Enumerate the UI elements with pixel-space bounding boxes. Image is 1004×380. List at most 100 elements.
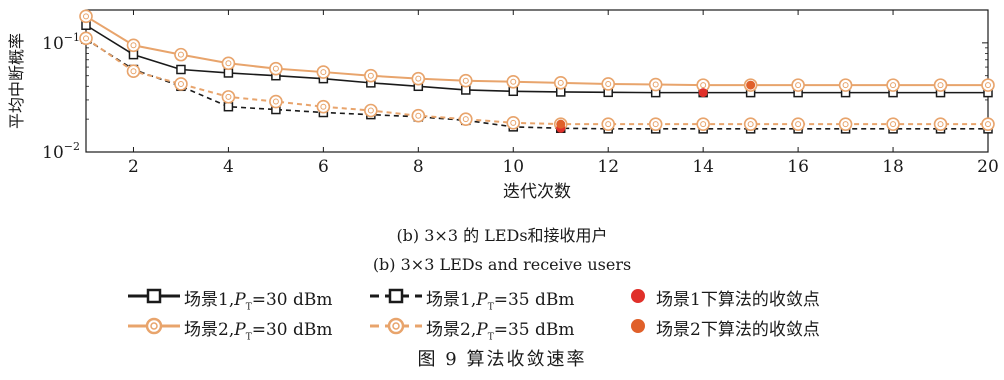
series-point-inner-2 xyxy=(842,82,849,89)
convergence-point-2 xyxy=(556,119,566,129)
plot-frame xyxy=(85,9,989,153)
series-point-inner-2 xyxy=(890,82,897,89)
series-point-3 xyxy=(933,117,948,131)
series-point-inner-2 xyxy=(83,13,89,20)
subfigure-caption-chinese: (b) 3×3 的 LEDs和接收用户 xyxy=(396,226,608,245)
legend-label-s2-30: 场景2,PT=30 dBm xyxy=(184,320,333,343)
series-point-2 xyxy=(458,73,473,88)
series-point-3 xyxy=(79,31,93,46)
x-tick-label: 8 xyxy=(413,157,424,177)
series-point-2 xyxy=(174,47,188,62)
series-point-0 xyxy=(176,64,186,75)
series-point-3 xyxy=(364,103,378,118)
legend-swatch-s2-35 xyxy=(370,317,422,335)
legend-item-s1-35: 场景1,PT=35 dBm xyxy=(368,284,618,312)
convergence-point-1 xyxy=(698,88,708,98)
series-point-3 xyxy=(269,94,283,109)
series-point-2 xyxy=(838,78,853,92)
series-point-inner-2 xyxy=(700,82,707,89)
series-point-inner-2 xyxy=(557,79,564,86)
series-point-inner-2 xyxy=(130,42,137,49)
series-point-3 xyxy=(506,116,521,130)
series-point-3 xyxy=(696,117,710,131)
legend-item-s1-30: 场景1,PT=30 dBm xyxy=(126,284,356,312)
x-tick-label: 2 xyxy=(128,157,139,177)
series-point-inner-2 xyxy=(272,65,279,72)
x-tick-label: 20 xyxy=(977,157,999,177)
series-line-2 xyxy=(85,15,988,87)
series-point-inner-3 xyxy=(842,121,849,128)
series-point-3 xyxy=(791,117,805,131)
series-point-1 xyxy=(223,101,234,112)
series-point-inner-3 xyxy=(367,107,374,114)
series-point-inner-3 xyxy=(320,103,327,110)
series-point-2 xyxy=(364,68,378,83)
series-point-inner-2 xyxy=(225,60,232,67)
series-line-0 xyxy=(85,24,988,94)
series-point-3 xyxy=(126,64,141,78)
x-tick-label: 4 xyxy=(223,157,234,177)
series-point-inner-3 xyxy=(272,98,279,105)
series-point-inner-3 xyxy=(795,121,802,128)
series-point-2 xyxy=(933,78,948,92)
series-point-inner-2 xyxy=(367,72,374,79)
legend-label-conv1: 场景1下算法的收敛点 xyxy=(656,290,820,310)
x-tick-label: 16 xyxy=(787,157,809,177)
series-point-2 xyxy=(79,9,93,24)
series-point-2 xyxy=(601,77,616,91)
series-point-2 xyxy=(411,71,426,86)
series-point-3 xyxy=(601,117,616,131)
series-point-2 xyxy=(553,76,568,90)
series-point-inner-3 xyxy=(937,121,944,128)
series-point-inner-3 xyxy=(415,112,422,119)
series-point-inner-2 xyxy=(415,75,422,82)
series-point-inner-3 xyxy=(225,93,232,100)
series-point-inner-3 xyxy=(747,121,754,128)
series-point-2 xyxy=(316,65,331,79)
convergence-line-chart: 2 4 6 8 10 12 14 16 18 20 10−1 10−2 迭代次数 平均中断概率 xyxy=(7,9,999,202)
legend-label-conv2: 场景2下算法的收敛点 xyxy=(656,320,820,340)
series-point-3 xyxy=(648,117,663,131)
series-point-0 xyxy=(223,68,234,78)
series-point-inner-3 xyxy=(177,80,184,87)
series-point-inner-2 xyxy=(462,77,469,84)
series-point-2 xyxy=(221,56,236,71)
series-point-inner-2 xyxy=(177,51,184,58)
y-tick-label: 10−1 xyxy=(42,31,80,54)
legend-item-s2-35: 场景2,PT=35 dBm xyxy=(368,314,618,342)
series-line-1 xyxy=(85,38,988,130)
series-point-2 xyxy=(791,78,805,92)
series-point-2 xyxy=(648,77,663,92)
series-point-inner-3 xyxy=(510,119,517,126)
series-point-2 xyxy=(506,74,521,89)
y-tick-label: 10−2 xyxy=(42,140,80,163)
series-point-3 xyxy=(743,117,758,131)
x-tick-label: 12 xyxy=(597,157,619,177)
series-point-inner-3 xyxy=(985,121,991,128)
x-tick-label: 10 xyxy=(502,157,524,177)
series-point-3 xyxy=(838,117,853,131)
series-point-inner-3 xyxy=(700,121,707,128)
x-tick-label: 18 xyxy=(882,157,904,177)
series-point-inner-3 xyxy=(130,68,137,75)
series-point-2 xyxy=(886,78,900,92)
series-point-3 xyxy=(886,117,900,131)
series-point-inner-2 xyxy=(320,69,327,76)
series-point-2 xyxy=(981,78,995,92)
x-axis-label: 迭代次数 xyxy=(503,182,571,202)
legend-swatch-s1-30 xyxy=(128,288,180,304)
series-point-inner-2 xyxy=(985,82,991,89)
legend-marker-conv1 xyxy=(631,289,645,303)
series-point-inner-2 xyxy=(937,82,944,89)
legend-label-s1-35: 场景1,PT=35 dBm xyxy=(426,290,575,313)
series-point-3 xyxy=(411,108,426,123)
y-axis-label: 平均中断概率 xyxy=(7,33,26,129)
series-line-3 xyxy=(85,37,988,126)
legend-label-s1-30: 场景1,PT=30 dBm xyxy=(184,290,333,313)
legend-label-s2-35: 场景2,PT=35 dBm xyxy=(426,320,575,343)
series-point-3 xyxy=(316,99,331,114)
legend-item-s2-30: 场景2,PT=30 dBm xyxy=(126,314,356,342)
series-point-inner-2 xyxy=(652,81,659,88)
series-point-3 xyxy=(174,77,188,91)
series-point-inner-2 xyxy=(795,82,802,89)
